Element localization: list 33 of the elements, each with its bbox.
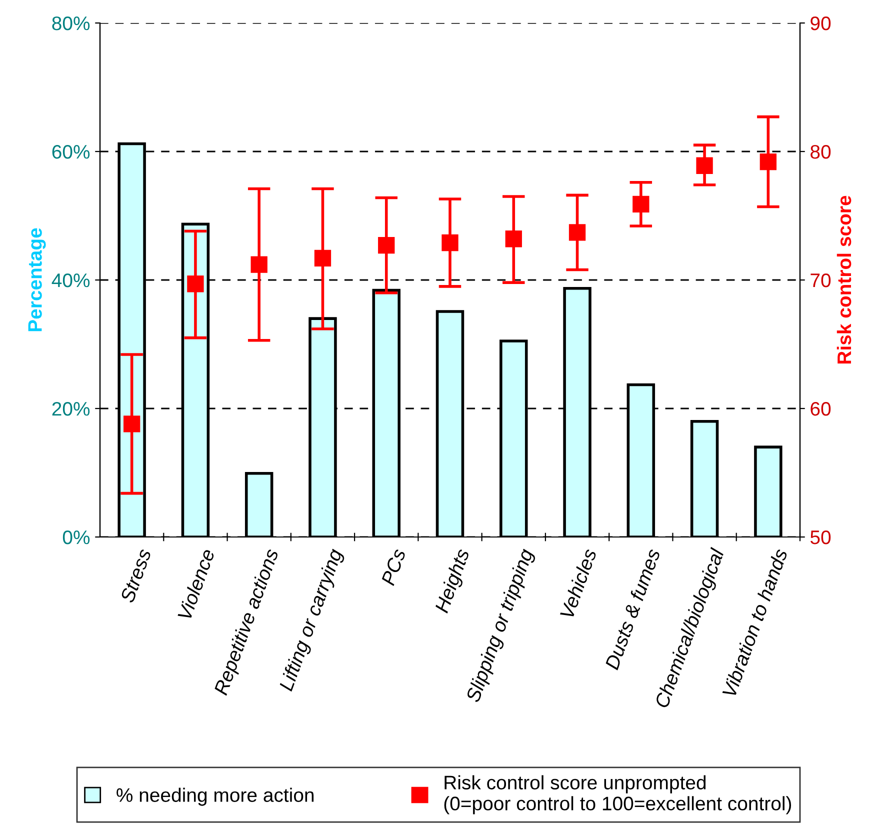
y-axis-title: Percentage bbox=[28, 228, 46, 332]
y-tick-label: 0% bbox=[62, 530, 90, 544]
x-tick-label: Heights bbox=[434, 548, 474, 615]
y2-axis-title: Risk control score bbox=[836, 196, 852, 364]
y-tick-label: 80% bbox=[52, 16, 90, 30]
point bbox=[760, 153, 777, 170]
point bbox=[696, 157, 713, 174]
point bbox=[442, 234, 458, 252]
bar bbox=[372, 288, 400, 537]
point bbox=[187, 276, 204, 292]
y2-tick-label: 70 bbox=[810, 273, 831, 288]
y-tick-label: 40% bbox=[52, 273, 90, 288]
bar bbox=[690, 420, 719, 537]
x-tick-label: Stress bbox=[120, 548, 152, 604]
point bbox=[250, 256, 268, 273]
y-tick-label: 60% bbox=[52, 144, 90, 159]
legend-label: Risk control score unprompted (0=poor control to 100=excellent control) bbox=[444, 775, 792, 814]
point bbox=[123, 416, 140, 432]
point bbox=[568, 224, 586, 241]
point bbox=[632, 196, 650, 213]
y2-tick-label: 50 bbox=[810, 530, 831, 544]
bar bbox=[436, 310, 464, 537]
legend-label: % needing more action bbox=[116, 788, 314, 806]
bar bbox=[754, 446, 782, 537]
point bbox=[378, 236, 395, 254]
y2-tick-label: 60 bbox=[810, 402, 831, 416]
y2-tick-label: 90 bbox=[810, 16, 831, 30]
x-tick-label: PCs bbox=[380, 548, 406, 586]
bar bbox=[244, 472, 274, 537]
point bbox=[505, 230, 522, 248]
y-tick-label: 20% bbox=[52, 402, 90, 416]
point bbox=[314, 250, 332, 266]
y2-tick-label: 80 bbox=[810, 144, 831, 159]
